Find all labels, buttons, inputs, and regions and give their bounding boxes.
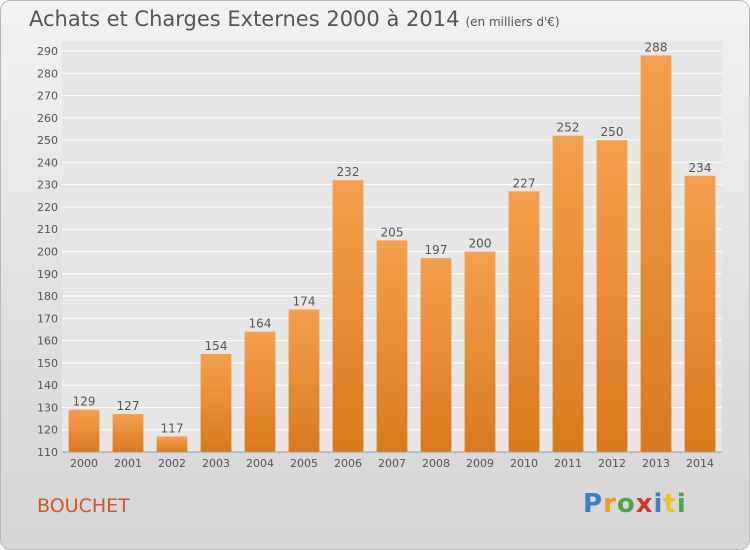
bar-value-label: 174 xyxy=(293,294,316,308)
x-tick-label: 2003 xyxy=(202,457,230,470)
y-tick-label: 240 xyxy=(37,156,58,169)
proxiti-logo: Proxiti xyxy=(583,489,687,519)
y-tick-label: 190 xyxy=(37,268,58,281)
x-tick-label: 2002 xyxy=(158,457,186,470)
bar-value-label: 154 xyxy=(205,339,228,353)
x-tick-label: 2007 xyxy=(378,457,406,470)
bar-2008 xyxy=(420,258,452,452)
x-tick-label: 2014 xyxy=(686,457,714,470)
y-tick-label: 200 xyxy=(37,246,58,259)
bar-2012 xyxy=(596,140,628,452)
y-axis-ticks: 110 120 130 140 150 160 170 180 190 200 210 220 230 2… xyxy=(37,45,58,459)
y-tick-label: 140 xyxy=(37,379,58,392)
bar-2009 xyxy=(464,251,496,452)
bar-value-label: 129 xyxy=(73,395,96,409)
bar-value-label: 200 xyxy=(469,237,492,251)
x-tick-label: 2005 xyxy=(290,457,318,470)
x-tick-label: 2009 xyxy=(466,457,494,470)
bar-value-label: 232 xyxy=(337,165,360,179)
y-tick-label: 250 xyxy=(37,134,58,147)
x-tick-label: 2013 xyxy=(642,457,670,470)
bar-value-label: 252 xyxy=(557,121,580,135)
logo-letter-3: o xyxy=(616,489,636,519)
bar-value-label: 127 xyxy=(117,399,140,413)
x-tick-label: 2008 xyxy=(422,457,450,470)
x-tick-label: 2006 xyxy=(334,457,362,470)
bar-value-label: 164 xyxy=(249,317,272,331)
logo-letter-2: r xyxy=(603,489,617,519)
y-tick-label: 220 xyxy=(37,201,58,214)
bar-2014 xyxy=(684,175,716,452)
x-tick-label: 2001 xyxy=(114,457,142,470)
bar-2004 xyxy=(244,331,276,452)
y-tick-label: 110 xyxy=(37,446,58,459)
bars: 129 127 117 154 164 174 232 205 197 200 227 252 250 2… xyxy=(68,40,716,452)
bar-2006 xyxy=(332,180,364,452)
bar-value-label: 205 xyxy=(381,225,404,239)
y-tick-label: 170 xyxy=(37,312,58,325)
y-tick-label: 290 xyxy=(37,45,58,58)
bar-2002 xyxy=(156,436,188,452)
y-tick-label: 270 xyxy=(37,90,58,103)
y-tick-label: 230 xyxy=(37,179,58,192)
chart-title-text: Achats et Charges Externes 2000 à 2014 xyxy=(29,7,460,31)
bar-value-label: 234 xyxy=(689,161,712,175)
y-tick-label: 260 xyxy=(37,112,58,125)
bar-value-label: 288 xyxy=(645,40,668,54)
bar-2007 xyxy=(376,240,408,452)
y-tick-label: 150 xyxy=(37,357,58,370)
bar-value-label: 197 xyxy=(425,243,448,257)
logo-letter-1: P xyxy=(583,489,604,519)
bar-2013 xyxy=(640,55,672,452)
x-tick-label: 2004 xyxy=(246,457,274,470)
logo-letter-7: i xyxy=(676,489,687,519)
x-tick-label: 2012 xyxy=(598,457,626,470)
y-tick-label: 210 xyxy=(37,223,58,236)
y-tick-label: 180 xyxy=(37,290,58,303)
chart-subtitle: (en milliers d'€) xyxy=(465,15,560,29)
y-tick-label: 130 xyxy=(37,401,58,414)
bar-value-label: 117 xyxy=(161,421,184,435)
x-tick-label: 2000 xyxy=(70,457,98,470)
x-tick-label: 2010 xyxy=(510,457,538,470)
logo-letter-5: i xyxy=(653,489,664,519)
chart-title: Achats et Charges Externes 2000 à 2014 (e… xyxy=(29,7,560,31)
logo-letter-4: x xyxy=(635,489,654,519)
commune-name: BOUCHET xyxy=(37,495,130,517)
x-tick-label: 2011 xyxy=(554,457,582,470)
bar-2001 xyxy=(112,414,144,452)
y-tick-label: 280 xyxy=(37,67,58,80)
bar-2000 xyxy=(68,409,100,452)
bar-2005 xyxy=(288,309,320,452)
bar-2010 xyxy=(508,191,540,452)
bar-value-label: 227 xyxy=(513,176,536,190)
bar-2011 xyxy=(552,135,584,452)
logo-letter-6: t xyxy=(663,489,677,519)
y-tick-label: 120 xyxy=(37,424,58,437)
x-axis-ticks: 2000 2001 2002 2003 2004 2005 2006 2007 2008 2009… xyxy=(70,457,714,470)
bar-2003 xyxy=(200,353,232,452)
y-tick-label: 160 xyxy=(37,335,58,348)
bar-value-label: 250 xyxy=(601,125,624,139)
